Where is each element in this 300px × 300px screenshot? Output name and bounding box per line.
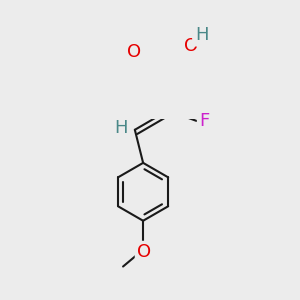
Text: O: O — [184, 37, 198, 55]
Text: F: F — [200, 112, 210, 130]
Text: O: O — [127, 43, 141, 61]
Text: H: H — [195, 26, 208, 44]
Text: H: H — [114, 119, 128, 137]
Text: O: O — [137, 243, 152, 261]
